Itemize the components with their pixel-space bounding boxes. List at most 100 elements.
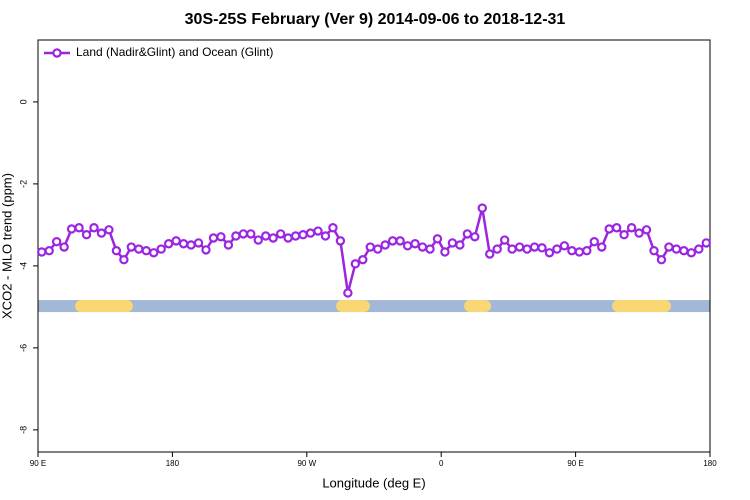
data-point <box>313 226 323 236</box>
data-point <box>373 244 383 254</box>
data-point <box>328 223 338 233</box>
land-segment <box>612 300 672 313</box>
data-point <box>537 243 547 253</box>
data-point <box>186 240 196 250</box>
data-point <box>544 248 555 258</box>
data-point <box>305 228 316 238</box>
data-point <box>477 203 487 213</box>
legend-label: Land (Nadir&Glint) and Ocean (Glint) <box>76 45 273 59</box>
data-point <box>44 246 54 256</box>
data-point <box>656 255 667 265</box>
data-point <box>171 236 181 246</box>
data-point <box>664 242 674 252</box>
data-point <box>111 246 122 256</box>
y-tick-label: -2 <box>18 180 28 188</box>
data-point <box>567 246 577 256</box>
data-point <box>268 233 278 243</box>
data-point <box>238 229 249 239</box>
data-point <box>447 238 458 248</box>
data-point <box>626 223 637 233</box>
x-tick-label: 180 <box>166 459 180 468</box>
data-point <box>604 224 614 234</box>
data-point <box>507 244 517 254</box>
data-point <box>81 230 92 240</box>
x-tick-label: 90 E <box>30 459 46 468</box>
data-point <box>597 242 607 252</box>
data-point <box>679 246 689 256</box>
land-segment <box>336 300 370 313</box>
data-point <box>395 236 405 246</box>
data-point <box>298 230 308 240</box>
data-point <box>37 247 47 257</box>
y-tick-label: -8 <box>18 426 28 434</box>
chart-title: 30S-25S February (Ver 9) 2014-09-06 to 2… <box>185 11 566 28</box>
plot-frame <box>37 39 711 453</box>
y-axis-label: XCO2 - MLO trend (ppm) <box>0 173 14 319</box>
data-point <box>178 239 189 249</box>
data-point <box>694 244 704 254</box>
data-point <box>216 232 226 242</box>
x-tick-label: 0 <box>439 459 444 468</box>
data-point <box>156 244 166 254</box>
data-point <box>149 248 159 258</box>
data-point <box>522 244 532 254</box>
data-point <box>499 235 510 245</box>
data-point <box>402 241 413 251</box>
data-point <box>193 238 204 248</box>
data-point <box>59 242 69 252</box>
data-point <box>201 245 211 255</box>
data-point <box>462 229 473 239</box>
land-segment <box>464 300 492 313</box>
data-point <box>440 247 450 257</box>
data-point <box>701 238 711 248</box>
data-point <box>529 242 540 252</box>
data-point <box>611 223 622 233</box>
data-point <box>335 236 346 246</box>
data-point <box>163 239 174 249</box>
data-point <box>634 228 644 238</box>
data-point <box>141 246 151 256</box>
data-point <box>358 255 368 265</box>
data-point <box>485 249 495 259</box>
data-point <box>231 231 241 241</box>
data-point <box>514 242 525 252</box>
data-point <box>455 240 465 250</box>
data-point <box>253 235 263 245</box>
data-point <box>559 241 570 251</box>
y-tick-label: -4 <box>18 262 28 270</box>
land-segment <box>75 300 133 313</box>
data-point <box>89 223 99 233</box>
data-point <box>589 236 599 247</box>
data-point <box>686 248 697 258</box>
data-point <box>208 233 219 243</box>
data-point <box>104 225 114 235</box>
data-point <box>492 244 502 254</box>
data-point <box>74 223 84 233</box>
data-point <box>380 240 390 250</box>
data-point <box>51 236 62 247</box>
x-tick-label: 180 <box>703 459 717 468</box>
data-point <box>641 225 652 235</box>
data-point <box>574 247 585 257</box>
x-tick-label: 90 E <box>567 459 583 468</box>
data-point <box>365 242 375 252</box>
data-point <box>470 232 480 242</box>
data-point <box>246 229 256 239</box>
x-tick-label: 90 W <box>297 459 316 468</box>
data-point <box>387 236 398 246</box>
data-point <box>119 255 129 265</box>
data-point <box>432 234 443 244</box>
data-point <box>425 244 435 254</box>
y-tick-label: 0 <box>18 99 28 104</box>
data-point <box>619 230 629 240</box>
data-point <box>410 239 420 249</box>
data-point <box>320 231 331 241</box>
data-point <box>552 244 562 254</box>
ocean-band <box>38 300 710 313</box>
data-point <box>582 246 592 256</box>
data-point <box>275 229 286 239</box>
data-point <box>223 240 234 250</box>
legend-marker <box>52 48 62 58</box>
